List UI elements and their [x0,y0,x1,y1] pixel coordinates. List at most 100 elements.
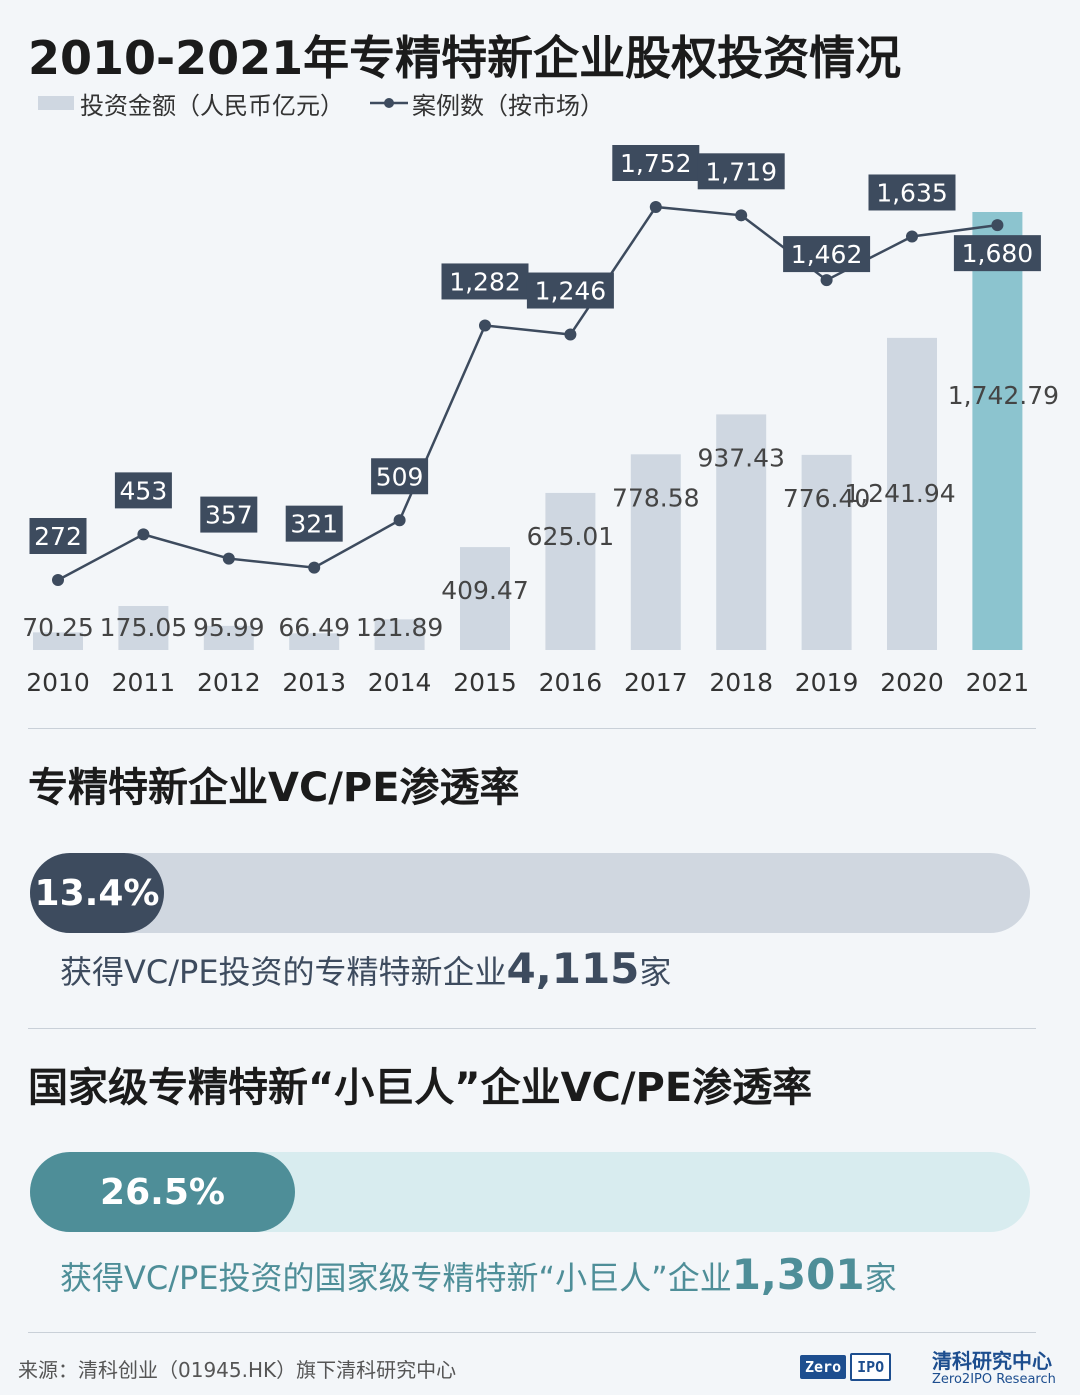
note2-number: 1,301 [731,1250,865,1299]
line-legend-label: 案例数（按市场） [412,91,604,120]
note2-prefix: 获得VC/PE投资的国家级专精特新“小巨人”企业 [60,1259,732,1297]
x-tick-label: 2015 [453,668,517,697]
note1-number: 4,115 [506,944,640,993]
line-value-label: 321 [290,510,338,539]
bar-value-label: 776.40 [783,484,870,513]
x-tick-label: 2018 [709,668,773,697]
chart-title: 2010-2021年专精特新企业股权投资情况 [28,31,902,85]
line-label-box [371,458,429,495]
line-label-box [441,263,529,300]
penetration-bar-2: 26.5% [30,1152,1030,1232]
bar-value-label: 66.49 [278,613,350,642]
line-label-box [783,236,871,273]
bar-2013 [289,633,340,650]
line-legend-icon [370,98,408,108]
line-value-label: 1,680 [962,239,1034,268]
line-value-label: 1,635 [876,178,948,207]
bar-value-label: 409.47 [441,576,528,605]
bar-legend-swatch [38,96,74,110]
bar-value-label: 175.05 [100,613,187,642]
line-value-label: 1,462 [791,240,863,269]
line-point [308,561,321,574]
line-value-label: 357 [205,501,253,530]
section2-note: 获得VC/PE投资的国家级专精特新“小巨人”企业1,301家 [60,1250,897,1299]
logo-ipo: IPO [850,1353,892,1381]
x-tick-label: 2016 [539,668,603,697]
bar-value-label: 778.58 [612,483,699,512]
penetration-bar-1: 13.4% [30,853,1030,933]
line-value-label: 1,282 [449,267,521,296]
line-value-label: 509 [376,462,424,491]
line-value-label: 1,719 [705,157,777,186]
line-point [393,514,406,527]
penetration-fill-2: 26.5% [30,1152,295,1232]
x-tick-label: 2010 [26,668,90,697]
line-label-box [697,153,785,190]
line-point [137,528,150,541]
bar-2010 [33,632,83,650]
line-label-box [285,505,343,542]
brand: 清科研究中心 Zero2IPO Research [932,1350,1056,1388]
note1-suffix: 家 [639,953,672,991]
x-tick-label: 2019 [795,668,859,697]
bar-2011 [118,606,169,650]
line-value-label: 1,752 [620,149,692,178]
line-value-label: 1,246 [535,277,607,306]
bar-value-label: 625.01 [527,522,614,551]
line-label-box [114,472,172,509]
x-tick-label: 2012 [197,668,261,697]
section1-note: 获得VC/PE投资的专精特新企业4,115家 [60,944,671,993]
bar-2020 [887,337,937,650]
x-tick-label: 2013 [282,668,346,697]
bar-2021 [972,212,1023,650]
line-label-box [953,235,1041,272]
bar-2015 [460,547,510,650]
divider [28,1332,1036,1333]
line-label-box [526,272,614,309]
bar-2017 [630,454,681,650]
divider [28,728,1036,729]
zero2ipo-logo: Zero IPO [800,1352,916,1382]
line-point [649,201,662,213]
line-label-box [612,145,700,181]
brand-en: Zero2IPO Research [932,1372,1056,1387]
x-tick-label: 2020 [880,668,944,697]
line-point [991,219,1004,232]
bar-2012 [203,625,254,650]
line-point [52,574,64,586]
bar-value-label: 1,241.94 [844,479,955,508]
penetration-rate-1: 13.4% [34,872,160,914]
line-point [735,209,748,222]
bar-value-label: 95.99 [193,613,265,642]
logo-zero: Zero [800,1355,847,1379]
line-point [820,274,833,287]
chart-legend: 投资金额（人民币亿元） 案例数（按市场） [38,86,604,120]
note1-prefix: 获得VC/PE投资的专精特新企业 [60,953,507,991]
bar-value-label: 70.25 [22,613,94,642]
x-tick-label: 2014 [368,668,432,697]
line-point [906,230,918,243]
line-value-label: 272 [34,522,82,551]
line-value-label: 453 [120,476,168,505]
case-count-line [57,205,998,582]
line-point [479,319,491,332]
bar-legend-label: 投资金额（人民币亿元） [80,91,344,120]
line-point [222,552,235,565]
bar-value-label: 1,742.79 [948,381,1059,410]
section2-title: 国家级专精特新“小巨人”企业VC/PE渗透率 [28,1065,813,1111]
line-point [564,328,577,341]
note2-suffix: 家 [864,1259,897,1297]
penetration-rate-2: 26.5% [100,1171,225,1213]
bar-2019 [801,454,852,650]
bar-value-label: 121.89 [356,613,443,642]
line-label-box [200,496,258,533]
combo-chart: 70.25 175.05 95.99 66.49 121.89 409.47 625.01 7… [22,145,1059,697]
source-note: 来源：清科创业（01945.HK）旗下清科研究中心 [18,1358,457,1382]
line-label-box [29,518,87,554]
divider [28,1028,1036,1029]
x-tick-label: 2017 [624,668,688,697]
bar-2018 [716,414,767,650]
bar-2014 [374,619,425,650]
brand-cn: 清科研究中心 [932,1349,1052,1373]
x-tick-label: 2011 [112,668,176,697]
